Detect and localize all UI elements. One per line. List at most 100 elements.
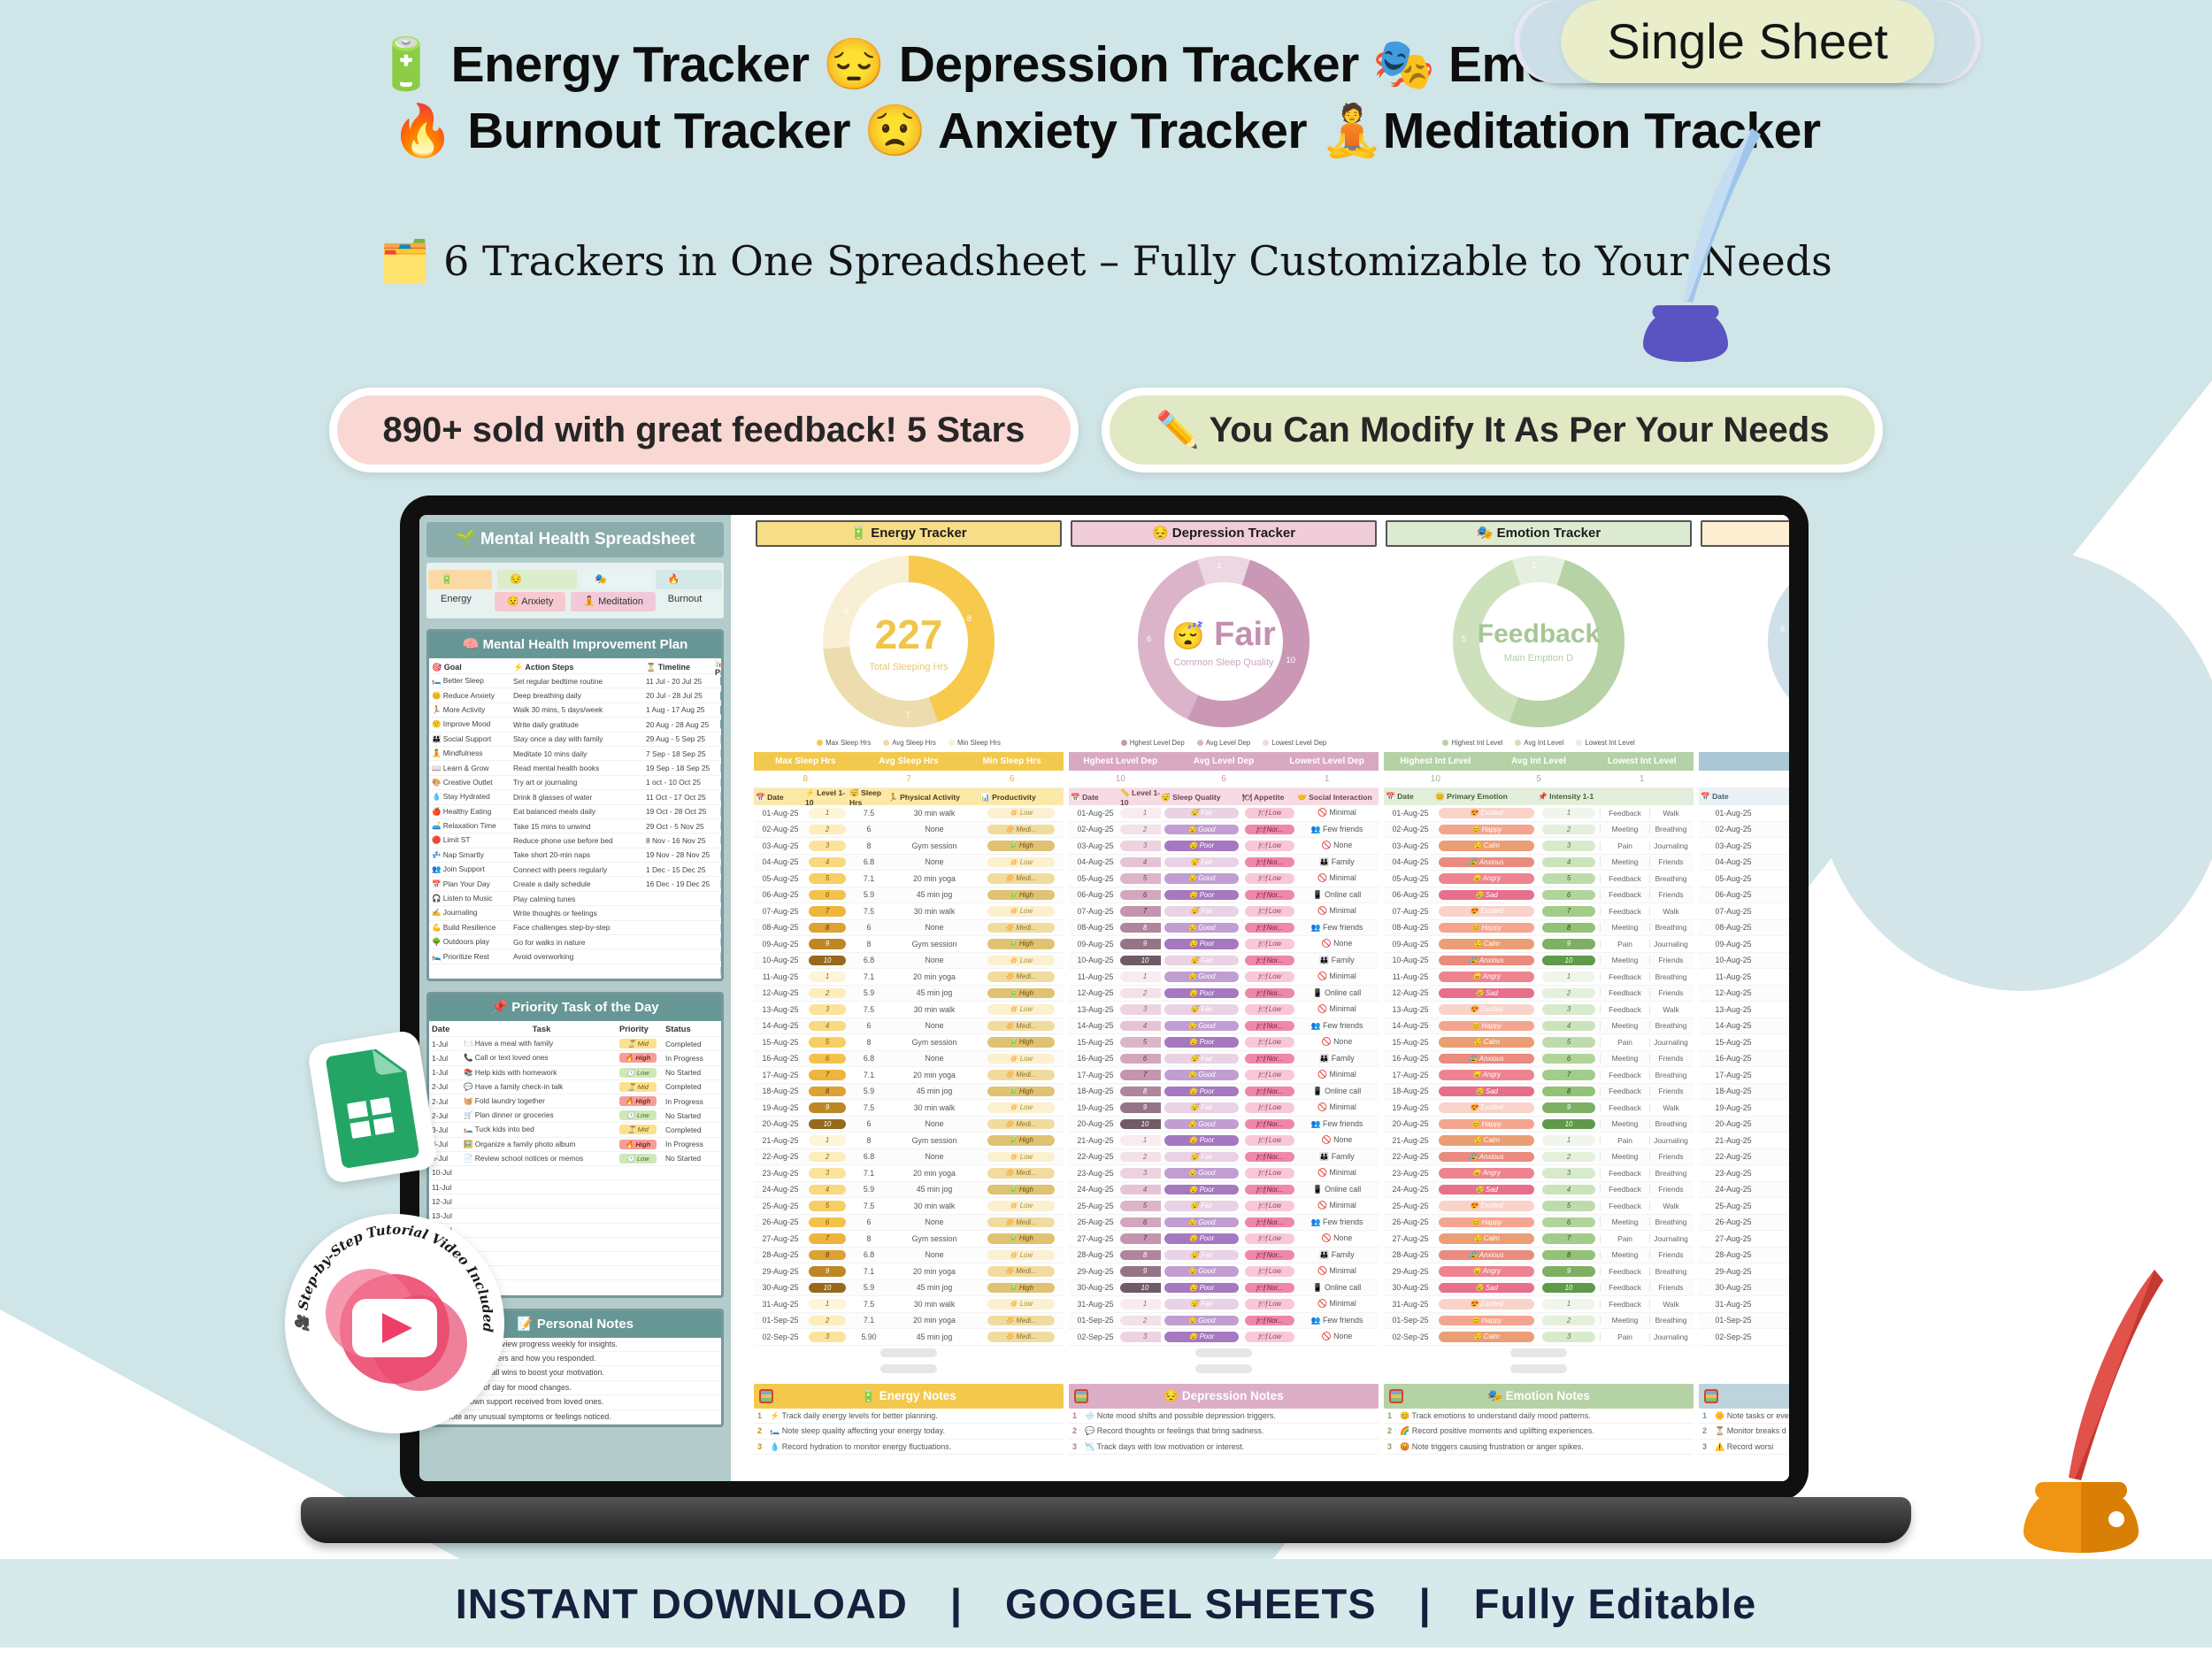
tracker-tab[interactable]: 😔 Depression: [497, 570, 577, 604]
table-row: 07-Aug-25 7: [1699, 903, 1789, 920]
table-row: 31-Aug-25 1 😴 Fair 🍽 Low 🚫 Minimal: [1069, 1296, 1379, 1313]
priority-chip: 🕐 Low: [619, 1153, 657, 1164]
table-row: 24-Aug-25 4 😴 Poor 🍽 Nor... 📱 Online cal…: [1069, 1181, 1379, 1198]
table-row: 18-Aug-25 8 😴 Poor 🍽 Nor... 📱 Online cal…: [1069, 1083, 1379, 1100]
table-row: 01-Sep-25 2: [1699, 1312, 1789, 1329]
table-row: 21-Aug-25 😌 Calm 1 Pain Journaling: [1384, 1133, 1694, 1149]
progress-checkbox[interactable]: [720, 821, 721, 832]
progress-checkbox[interactable]: [720, 763, 721, 773]
energy-tracker-header: 🔋 Energy Tracker: [756, 520, 1062, 547]
priority-row: 3-Jul 🛏️ Tuck kids into bed ⏳ Mid Comple…: [429, 1123, 721, 1138]
sleep-quality-value: Fair: [1214, 615, 1276, 653]
progress-checkbox[interactable]: [720, 704, 721, 715]
progress-checkbox[interactable]: [720, 937, 721, 948]
table-row: 06-Aug-25 😢 Sad 6 Feedback Friends: [1384, 887, 1694, 903]
tracker-tab[interactable]: 🧘 Meditation: [571, 592, 656, 611]
table-row: 10-Aug-25 😰 Anxious 10 Meeting Friends: [1384, 952, 1694, 969]
progress-checkbox[interactable]: [720, 792, 721, 803]
legend-item: Hghest Level Dep: [1120, 739, 1185, 747]
date-cell: 1-Jul: [432, 1039, 449, 1048]
table-row: 30-Aug-25 😢 Sad 10 Feedback Friends: [1384, 1279, 1694, 1296]
progress-checkbox[interactable]: [720, 733, 721, 744]
emotion-notes: 🎭 Emotion Notes 😊 Track emotions to unde…: [1384, 1383, 1694, 1455]
progress-checkbox[interactable]: [720, 864, 721, 875]
tracker-tab[interactable]: 🔋 Energy: [428, 570, 493, 604]
table-row: 13-Aug-25 😍 Excited 3 Feedback Walk: [1384, 1002, 1694, 1018]
progress-checkbox[interactable]: [720, 835, 721, 846]
sold-badge: 890+ sold with great feedback! 5 Stars: [328, 388, 1079, 472]
table-row: 04-Aug-25 4 6.8 None 🔅 Low: [754, 854, 1064, 871]
progress-checkbox[interactable]: [720, 894, 721, 904]
progress-checkbox[interactable]: [720, 879, 721, 889]
timeline-cell: 16 Dec - 19 Dec 25: [646, 879, 710, 889]
table-row: 21-Aug-25 1: [1699, 1133, 1789, 1149]
progress-checkbox[interactable]: [720, 922, 721, 933]
depression-tracker-header: 😔 Depression Tracker: [1071, 520, 1377, 547]
table-row: 14-Aug-25 😊 Happy 4 Meeting Breathing: [1384, 1018, 1694, 1034]
priority-chip: 🔥 High: [619, 1096, 657, 1107]
progress-checkbox[interactable]: [720, 690, 721, 701]
timeline-cell: 19 Sep - 18 Sep 25: [646, 764, 710, 773]
progress-checkbox[interactable]: [720, 749, 721, 759]
task-cell: 📞 Call or text loved ones: [464, 1053, 549, 1063]
timeline-cell: 19 Nov - 28 Nov 25: [646, 850, 710, 860]
goal-cell: 🛌 Prioritize Rest: [432, 951, 489, 961]
action-cell: Create a daily schedule: [513, 879, 591, 889]
progress-checkbox[interactable]: [720, 951, 721, 962]
priority-task-title: 📌 Priority Task of the Day: [429, 995, 721, 1022]
table-row: 13-Aug-25 3: [1699, 1002, 1789, 1018]
goal-cell: 🔴 Limit ST: [432, 835, 471, 845]
table-row: 01-Sep-25 😊 Happy 2 Meeting Breathing: [1384, 1312, 1694, 1329]
timeline-cell: 20 Jul - 28 Jul 25: [646, 691, 703, 701]
table-row: 18-Aug-25 8: [1699, 1083, 1789, 1100]
spreadsheet-screen: 🌱 Mental Health Spreadsheet 🔋 Energy😔 De…: [419, 515, 1789, 1481]
action-cell: Write daily gratitude: [513, 719, 579, 729]
status-cell: In Progress: [665, 1140, 703, 1149]
table-row: 01-Aug-25 1 7.5 30 min walk 🔅 Low: [754, 805, 1064, 822]
table-row: 16-Aug-25 😰 Anxious 6 Meeting Friends: [1384, 1050, 1694, 1067]
date-cell: 3-Jul: [432, 1140, 449, 1149]
table-row: 02-Sep-25 3: [1699, 1329, 1789, 1346]
tracker-tab[interactable]: 😟 Anxiety: [495, 592, 566, 611]
burnout-notes: 🌼 Note tasks or eve ⏳ Monitor breaks d ⚠️ …: [1699, 1383, 1789, 1455]
table-row: 28-Aug-25 😰 Anxious 8 Meeting Friends: [1384, 1247, 1694, 1263]
progress-checkbox[interactable]: [720, 719, 721, 730]
tracker-tab[interactable]: 🔥 Burnout: [655, 570, 722, 604]
table-row: 04-Aug-25 😰 Anxious 4 Meeting Friends: [1384, 854, 1694, 871]
goal-cell: 💪 Build Resilience: [432, 922, 496, 932]
table-row: 27-Aug-25 😌 Calm 7 Pain Journaling: [1384, 1231, 1694, 1248]
task-cell: 💬 Have a family check-in talk: [464, 1081, 564, 1091]
progress-checkbox[interactable]: [720, 908, 721, 918]
table-row: 14-Aug-25 4 😴 Good 🍽 Nor... 👥 Few friend…: [1069, 1018, 1379, 1034]
progress-checkbox[interactable]: [720, 849, 721, 860]
plan-row: 💤 Nap Smartly Take short 20-min naps 19 …: [429, 849, 721, 864]
table-row: 22-Aug-25 2: [1699, 1148, 1789, 1165]
priority-row: 1-Jul 📚 Help kids with homework 🕐 Low No…: [429, 1066, 721, 1080]
table-row: 30-Aug-25 10 😴 Poor 🍽 Nor... 📱 Online ca…: [1069, 1279, 1379, 1296]
table-row: 27-Aug-25 7 8 Gym session 🔋 High: [754, 1231, 1064, 1248]
table-row: 02-Aug-25 2 6 None 🔆 Medi...: [754, 821, 1064, 838]
table-row: 31-Aug-25 1: [1699, 1296, 1789, 1313]
action-cell: Avoid overworking: [513, 952, 574, 962]
table-row: 13-Aug-25 3 7.5 30 min walk 🔅 Low: [754, 1002, 1064, 1018]
progress-checkbox[interactable]: [720, 676, 721, 687]
legend-item: Avg Level Dep: [1196, 739, 1250, 747]
table-row: 14-Aug-25 4: [1699, 1018, 1789, 1034]
footer-item: |: [1418, 1579, 1432, 1627]
priority-chip: ⏳ Mid: [619, 1039, 657, 1049]
goal-cell: 🌳 Outdoors play: [432, 937, 489, 947]
improvement-plan-title: 🧠 Mental Health Improvement Plan: [429, 632, 721, 658]
table-row: 03-Aug-25 3 8 Gym session 🔋 High: [754, 838, 1064, 855]
badge-row: 890+ sold with great feedback! 5 Stars ✏…: [0, 388, 2212, 472]
progress-checkbox[interactable]: [720, 806, 721, 817]
plan-row: 👪 Social Support Stay once a day with fa…: [429, 733, 721, 747]
progress-checkbox[interactable]: [720, 777, 721, 787]
goal-cell: 🏃 More Activity: [432, 704, 486, 714]
goal-cell: ✍️ Journaling: [432, 908, 478, 918]
tracker-tab[interactable]: 🎭 Emotion: [581, 570, 650, 604]
priority-row-empty: 11-Jul: [429, 1180, 721, 1195]
task-cell: 🧺 Fold laundry together: [464, 1096, 545, 1106]
table-row: 26-Aug-25 6 6 None 🔆 Medi...: [754, 1214, 1064, 1231]
status-cell: Completed: [665, 1125, 702, 1134]
plan-row: 🛋️ Relaxation Time Take 15 mins to unwin…: [429, 819, 721, 834]
